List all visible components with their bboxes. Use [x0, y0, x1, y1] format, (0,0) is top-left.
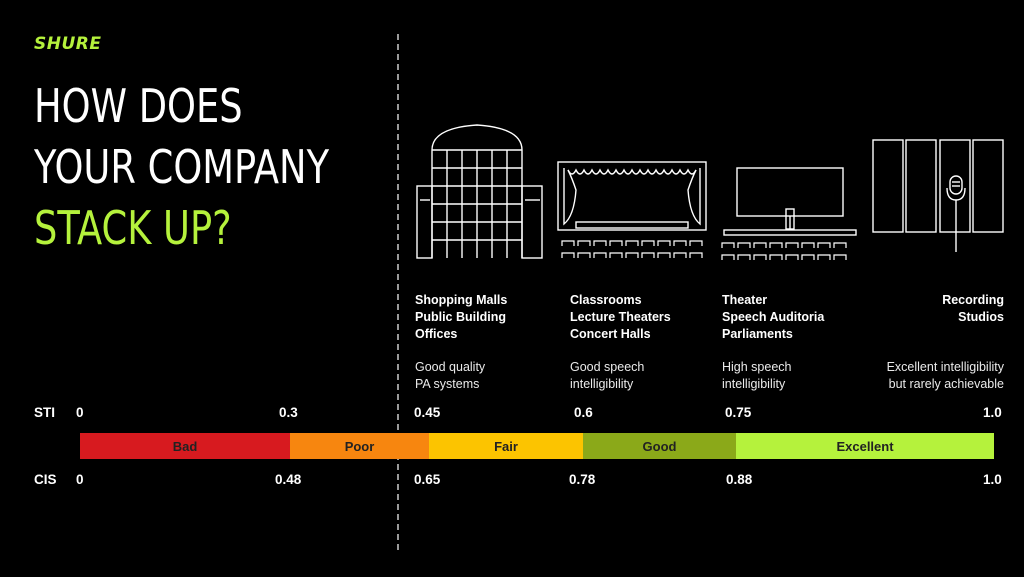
sti-tick: 0.45: [414, 405, 441, 420]
venue-illustrations: [416, 124, 1004, 260]
category-theater: Theater Speech Auditoria Parliaments: [722, 293, 825, 341]
cis-tick: 1.0: [983, 472, 1002, 487]
theater-screen-icon: [721, 167, 857, 260]
sti-label: STI: [34, 405, 56, 420]
band-bad: Bad: [80, 433, 290, 459]
dashed-divider: [397, 34, 399, 550]
cis-label: CIS: [34, 472, 57, 487]
cis-tick: 0.78: [569, 472, 596, 487]
lecture-theater-icon: [557, 161, 707, 258]
description-shopping-malls: Good quality PA systems: [415, 360, 486, 391]
band-fair: Fair: [429, 433, 583, 459]
sti-tick: 0.6: [574, 405, 593, 420]
shure-logo: SHURE: [34, 34, 102, 54]
cis-tick: 0.48: [275, 472, 302, 487]
cis-tick: 0: [76, 472, 84, 487]
category-shopping-malls: Shopping Malls Public Building Offices: [415, 293, 508, 341]
recording-studio-icon: [872, 139, 1004, 252]
category-recording-studios: Recording Studios: [942, 293, 1004, 324]
headline-line-2: YOUR COMPANY: [34, 140, 330, 194]
band-poor: Poor: [290, 433, 429, 459]
category-classrooms: Classrooms Lecture Theaters Concert Hall…: [570, 293, 671, 341]
headline-line-1: HOW DOES: [34, 79, 243, 133]
sti-tick: 0.75: [725, 405, 752, 420]
sti-tick: 1.0: [983, 405, 1002, 420]
description-classrooms: Good speech intelligibility: [570, 360, 645, 391]
headline-line-3: STACK UP?: [34, 201, 232, 255]
intelligibility-scale-bar: Bad Poor Fair Good Excellent: [80, 433, 994, 459]
band-good: Good: [583, 433, 736, 459]
description-recording-studios: Excellent intelligibility but rarely ach…: [886, 360, 1004, 391]
cis-tick: 0.65: [414, 472, 441, 487]
sti-tick: 0: [76, 405, 84, 420]
cis-tick: 0.88: [726, 472, 753, 487]
band-excellent: Excellent: [736, 433, 994, 459]
shopping-mall-building-icon: [416, 124, 543, 259]
sti-tick: 0.3: [279, 405, 298, 420]
description-theater: High speech intelligibility: [722, 360, 792, 391]
